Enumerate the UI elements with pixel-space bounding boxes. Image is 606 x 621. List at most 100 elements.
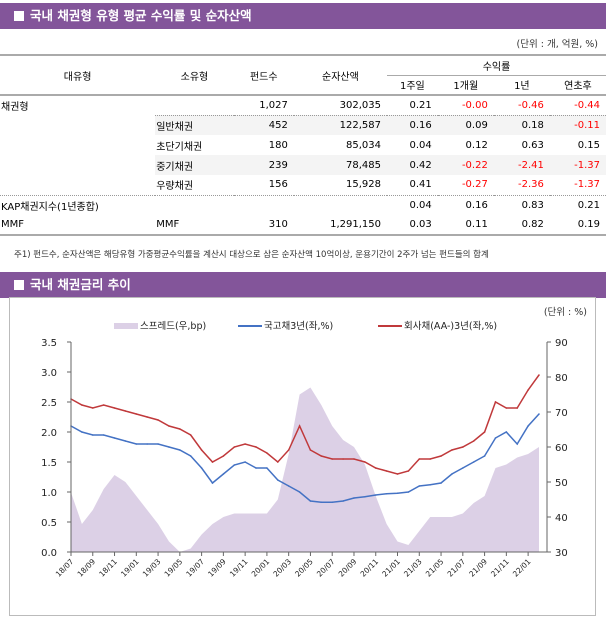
legend-label: 회사채(AA-)3년(좌,%) — [404, 321, 497, 332]
data-point — [429, 484, 431, 486]
cell-minor: 우량채권 — [156, 181, 194, 193]
data-point — [200, 449, 203, 451]
cell-ytd: 0.15 — [577, 139, 600, 151]
cell-m1: 0.11 — [437, 215, 494, 236]
y-right-tick-label: 60 — [555, 443, 568, 454]
cell-nav: 85,034 — [346, 139, 381, 151]
cell-ytd: 0.21 — [549, 194, 606, 215]
square-icon — [14, 280, 24, 290]
rates-chart: (단위 : %) 스프레드(우,bp) 국고채3년(좌,%) 회사채(AA-)3년(좌… — [9, 297, 596, 616]
y-right-tick-label: 30 — [555, 548, 568, 559]
col-returns: 수익률 — [387, 55, 606, 76]
data-point — [233, 464, 236, 466]
cell-w1: 0.04 — [409, 139, 432, 151]
y-left-tick-label: 1.5 — [41, 458, 57, 469]
cell-w1: 0.42 — [387, 155, 438, 175]
data-point — [81, 431, 83, 433]
data-point — [309, 500, 312, 502]
data-point — [505, 407, 508, 409]
data-point — [418, 458, 421, 460]
data-point — [233, 446, 236, 448]
data-point — [418, 485, 421, 487]
y-left-tick-label: 3.0 — [41, 368, 57, 379]
data-point — [483, 431, 486, 433]
data-point — [211, 461, 214, 463]
data-point — [146, 416, 148, 418]
data-point — [527, 389, 529, 391]
x-tick-label: 18/11 — [97, 557, 119, 579]
y-right-tick-label: 80 — [555, 373, 568, 384]
data-point — [91, 434, 94, 436]
y-right-tick-label: 50 — [555, 478, 568, 489]
series-line-2 — [70, 374, 540, 475]
data-point — [168, 425, 170, 427]
data-point — [385, 470, 388, 472]
y-left-tick-label: 2.0 — [41, 428, 57, 439]
cell-major: MMF — [0, 215, 156, 236]
footnote: 주1) 펀드수, 순자산액은 해당유형 가중평균수익률을 계산시 대상으로 삼은… — [14, 250, 489, 260]
cell-nav: 78,485 — [293, 155, 387, 175]
x-tick-label: 18/07 — [54, 557, 76, 579]
square-icon — [14, 11, 24, 21]
data-point — [255, 446, 257, 448]
data-point — [440, 455, 442, 457]
data-point — [353, 497, 355, 499]
cell-major — [0, 115, 155, 135]
section-header-returns: 국내 채권형 유형 평균 수익률 및 순자산액 — [0, 3, 606, 29]
returns-table: 대유형 소유형 펀드수 순자산액 수익률 1주일 1개월 1년 연초후 채권형 1,027 302… — [0, 54, 606, 236]
cell-ytd: -1.37 — [574, 179, 600, 191]
cell-nav: 302,035 — [339, 99, 381, 111]
cell-nav: 122,587 — [293, 114, 387, 135]
data-point — [179, 428, 181, 430]
data-point — [364, 461, 366, 463]
cell-funds: 1,027 — [259, 99, 288, 111]
data-point — [189, 455, 192, 457]
data-point — [298, 425, 301, 427]
data-point — [255, 467, 257, 469]
data-point — [102, 434, 105, 436]
data-point — [385, 493, 388, 495]
cell-y1: -2.41 — [493, 155, 550, 175]
data-point — [451, 473, 453, 475]
x-tick-label: 19/03 — [141, 557, 163, 579]
y-right-tick-label: 90 — [555, 338, 568, 349]
data-point — [298, 491, 301, 493]
y-left-tick-label: 0.5 — [41, 518, 57, 529]
table-row: KAP채권지수(1년종합) 0.04 0.16 0.83 0.21 — [0, 194, 606, 215]
cell-major — [0, 175, 155, 195]
data-point — [124, 410, 127, 412]
data-point — [113, 437, 116, 439]
table-row: 중기채권 239 78,485 0.42 -0.22 -2.41 -1.37 — [0, 155, 606, 175]
cell-major — [0, 135, 155, 155]
data-point — [200, 467, 203, 469]
cell-funds: 452 — [233, 114, 294, 135]
cell-funds — [233, 194, 294, 215]
data-point — [287, 449, 290, 451]
data-point — [538, 413, 540, 415]
table-row: 초단기채권 180 85,034 0.04 0.12 0.63 0.15 — [0, 135, 606, 155]
x-tick-label: 21/07 — [446, 557, 468, 579]
cell-minor: 중기채권 — [155, 155, 234, 175]
cell-ytd: -0.11 — [549, 114, 606, 135]
data-point — [157, 443, 159, 445]
cell-w1: 0.16 — [387, 114, 438, 135]
x-tick-label: 20/07 — [315, 557, 337, 579]
cell-nav — [293, 194, 387, 215]
data-point — [451, 449, 453, 451]
x-tick-label: 19/01 — [119, 557, 141, 579]
data-point — [494, 401, 497, 403]
data-point — [157, 419, 159, 421]
x-tick-label: 21/01 — [380, 557, 402, 579]
data-point — [462, 446, 464, 448]
x-tick-label: 21/11 — [489, 557, 511, 579]
data-point — [353, 458, 355, 460]
data-point — [81, 404, 83, 406]
cell-minor: 초단기채권 — [156, 141, 203, 153]
data-point — [472, 440, 475, 442]
data-point — [516, 443, 519, 445]
col-ytd: 연초후 — [549, 75, 606, 95]
col-1w: 1주일 — [387, 75, 438, 95]
cell-funds: 180 — [268, 139, 288, 151]
y-right-tick-label: 70 — [555, 408, 568, 419]
x-tick-label: 22/01 — [511, 557, 533, 579]
